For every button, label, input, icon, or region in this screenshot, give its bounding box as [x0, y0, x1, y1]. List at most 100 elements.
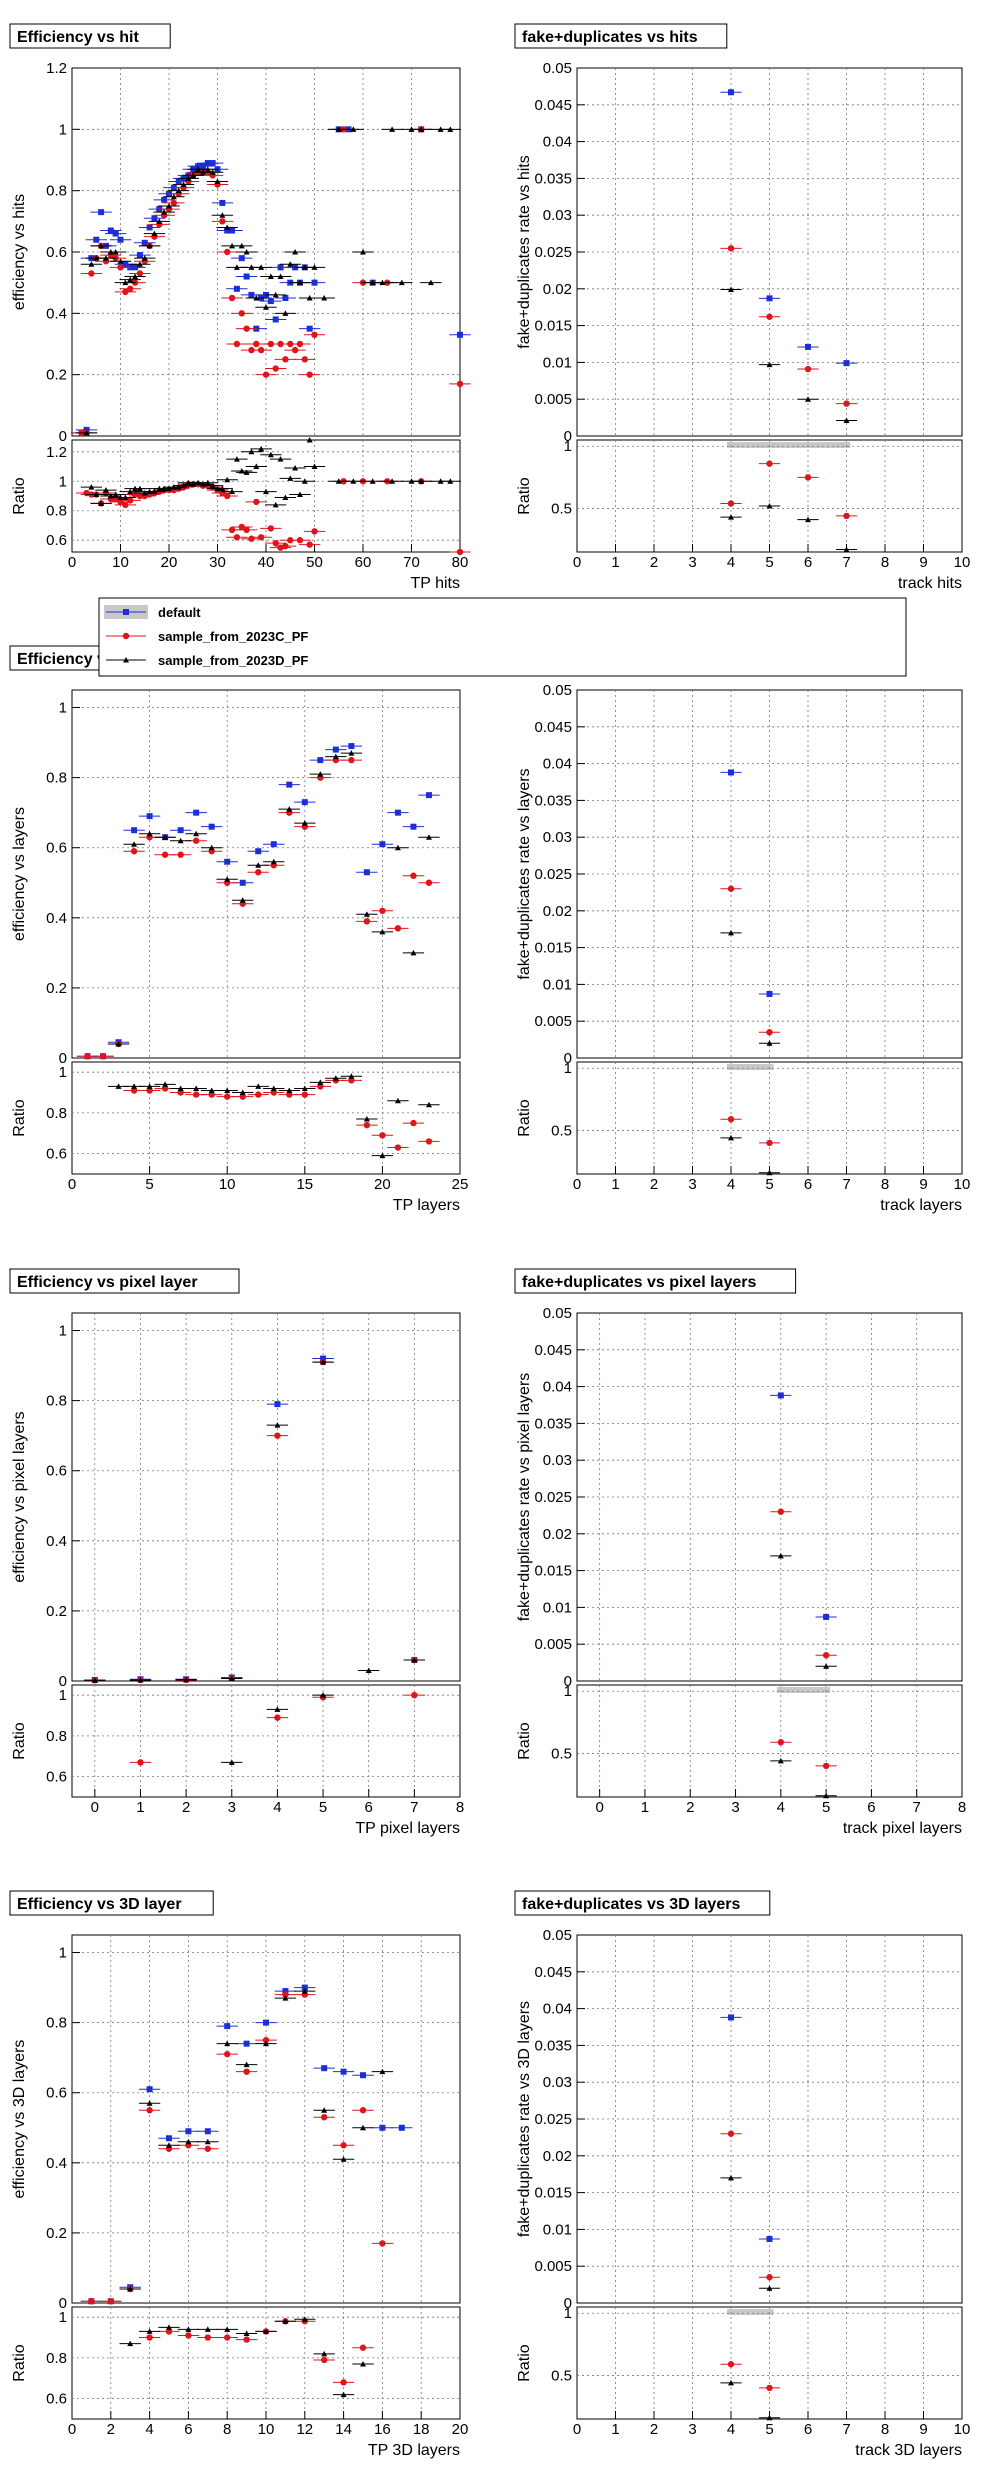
marker-triangle — [136, 485, 143, 492]
marker-square — [132, 264, 139, 271]
marker-triangle — [88, 261, 95, 267]
y-tick-label: 0.025 — [534, 1489, 572, 1506]
marker-triangle — [162, 1081, 169, 1087]
marker-circle — [727, 2361, 735, 2368]
y-tick-label: 0.045 — [534, 1964, 572, 1981]
marker-triangle — [766, 1040, 773, 1046]
x-tick-label: 5 — [765, 554, 773, 571]
y-tick-label: 0.025 — [534, 244, 572, 261]
x-tick-label: 10 — [954, 1176, 971, 1193]
ratio-axis-label: Ratio — [516, 1722, 533, 1759]
ratio-y-tick-label: 0.8 — [46, 503, 67, 520]
marker-circle — [185, 2332, 192, 2339]
marker-square — [243, 273, 250, 280]
marker-triangle — [843, 546, 850, 553]
series-sample_from_2023C_PF — [770, 1508, 837, 1659]
ratio-axis-label: Ratio — [11, 1722, 28, 1759]
series-default — [720, 769, 781, 997]
x-tick-label: 10 — [219, 1176, 236, 1193]
marker-circle — [843, 512, 850, 520]
marker-triangle — [238, 242, 245, 249]
ratio-series-sample_from_2023D_PF — [720, 1134, 781, 1176]
marker-circle — [88, 270, 95, 277]
marker-triangle — [151, 230, 158, 237]
marker-square — [98, 209, 105, 216]
chart-title: Efficiency vs 3D layer — [17, 1896, 182, 1913]
x-tick-label: 30 — [209, 554, 226, 571]
marker-square — [141, 239, 148, 246]
x-tick-label: 20 — [161, 554, 178, 571]
marker-triangle — [224, 876, 231, 882]
ratio-axis-label: Ratio — [11, 2344, 28, 2381]
marker-square — [199, 163, 206, 170]
marker-square — [843, 360, 850, 367]
marker-triangle — [146, 2328, 153, 2334]
x-tick-label: 0 — [91, 1799, 99, 1816]
legend-frame — [98, 597, 907, 677]
marker-circle — [224, 248, 231, 256]
marker-circle — [363, 1121, 371, 1129]
x-tick-label: 7 — [842, 2421, 850, 2438]
ratio-y-tick-label: 0.6 — [46, 2391, 67, 2408]
y-tick-label: 0 — [564, 2295, 572, 2312]
chart-title-box — [514, 1268, 797, 1294]
y-tick-label: 0.015 — [534, 940, 572, 957]
marker-triangle — [185, 175, 192, 181]
chart-title: Efficiency vs hit — [17, 29, 139, 46]
x-tick-label: 0 — [68, 1176, 76, 1193]
x-tick-label: 0 — [595, 1799, 603, 1816]
marker-square — [123, 609, 129, 615]
x-tick-label: 70 — [403, 554, 420, 571]
marker-square — [131, 827, 138, 834]
marker-triangle — [348, 750, 355, 756]
marker-circle — [238, 310, 245, 317]
x-tick-label: 4 — [727, 2421, 735, 2438]
marker-triangle — [183, 1676, 190, 1683]
marker-circle — [766, 1139, 773, 1147]
marker-circle — [394, 1144, 402, 1151]
x-tick-label: 6 — [184, 2421, 192, 2438]
marker-circle — [170, 199, 178, 207]
marker-square — [177, 827, 184, 834]
marker-circle — [136, 270, 144, 277]
x-tick-label: 10 — [954, 554, 971, 571]
ratio-y-tick-label: 1 — [59, 1687, 67, 1704]
ratio-y-tick-label: 1 — [59, 2309, 67, 2326]
marker-triangle — [166, 2142, 172, 2148]
x-tick-label: 7 — [410, 1799, 418, 1816]
marker-circle — [192, 837, 200, 844]
series-sample_from_2023D_PF — [770, 1552, 837, 1669]
series-default — [770, 1392, 837, 1620]
x-tick-label: 3 — [688, 554, 696, 571]
marker-circle — [282, 1991, 289, 1998]
chart-panel-4: fake+duplicates vs layers01234567891000.… — [514, 645, 971, 1214]
x-tick-label: 0 — [573, 554, 581, 571]
x-tick-label: 5 — [145, 1176, 153, 1193]
x-tick-label: 2 — [650, 1176, 658, 1193]
x-tick-label: 4 — [273, 1799, 281, 1816]
x-tick-label: 8 — [223, 2421, 231, 2438]
ratio-plot-frame — [71, 1684, 461, 1798]
marker-triangle — [88, 484, 95, 490]
marker-circle — [766, 313, 773, 320]
y-tick-label: 0.005 — [534, 2258, 572, 2275]
marker-triangle — [306, 295, 313, 301]
x-tick-label: 15 — [296, 1176, 313, 1193]
marker-circle — [727, 245, 735, 252]
ratio-series-sample_from_2023D_PF — [720, 502, 858, 553]
x-tick-label: 80 — [452, 554, 469, 571]
marker-triangle — [301, 1085, 308, 1091]
x-tick-label: 6 — [804, 554, 812, 571]
ratio-series-sample_from_2023D_PF — [221, 1692, 334, 1765]
y-axis-label: fake+duplicates rate vs layers — [516, 768, 533, 979]
ratio-series-sample_from_2023C_PF — [720, 1116, 781, 1147]
marker-triangle — [301, 2316, 308, 2322]
marker-square — [243, 2040, 250, 2047]
marker-square — [277, 264, 284, 271]
marker-triangle — [766, 2414, 773, 2421]
marker-triangle — [274, 1422, 281, 1428]
marker-triangle — [224, 224, 231, 230]
marker-triangle — [253, 463, 260, 470]
marker-triangle — [348, 1073, 355, 1079]
main-plot-frame — [576, 1312, 963, 1682]
